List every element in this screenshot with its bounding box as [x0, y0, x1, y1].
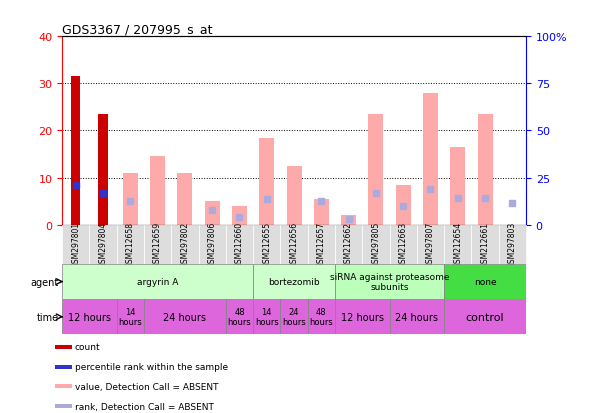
FancyBboxPatch shape	[89, 225, 116, 264]
Bar	[450, 147, 465, 225]
Bar	[232, 206, 247, 225]
FancyBboxPatch shape	[472, 225, 499, 264]
Text: GSM297802: GSM297802	[180, 222, 189, 268]
Text: 48
hours: 48 hours	[310, 307, 333, 327]
FancyBboxPatch shape	[335, 264, 444, 299]
Text: value, Detection Call = ABSENT: value, Detection Call = ABSENT	[75, 382, 219, 391]
FancyBboxPatch shape	[308, 299, 335, 335]
FancyBboxPatch shape	[226, 225, 253, 264]
FancyBboxPatch shape	[308, 225, 335, 264]
FancyBboxPatch shape	[389, 299, 444, 335]
Text: bortezomib: bortezomib	[268, 278, 320, 286]
Bar	[287, 166, 301, 225]
Text: GSM212660: GSM212660	[235, 222, 244, 268]
Text: 12 hours: 12 hours	[341, 312, 384, 322]
FancyBboxPatch shape	[226, 299, 253, 335]
Text: 24
hours: 24 hours	[282, 307, 306, 327]
Bar	[55, 345, 72, 349]
Text: GSM212657: GSM212657	[317, 222, 326, 268]
FancyBboxPatch shape	[116, 225, 144, 264]
Text: GDS3367 / 207995_s_at: GDS3367 / 207995_s_at	[62, 23, 213, 36]
Text: GSM297805: GSM297805	[371, 222, 381, 268]
Bar	[368, 115, 384, 225]
Text: percentile rank within the sample: percentile rank within the sample	[75, 362, 228, 371]
FancyBboxPatch shape	[444, 225, 472, 264]
Text: GSM212659: GSM212659	[153, 222, 162, 268]
Text: rank, Detection Call = ABSENT: rank, Detection Call = ABSENT	[75, 401, 214, 411]
FancyBboxPatch shape	[144, 225, 171, 264]
Text: GSM212662: GSM212662	[344, 222, 353, 268]
Text: time: time	[37, 312, 59, 322]
FancyBboxPatch shape	[144, 299, 226, 335]
Text: none: none	[474, 278, 496, 286]
FancyBboxPatch shape	[253, 225, 280, 264]
Text: GSM297806: GSM297806	[207, 222, 217, 268]
FancyBboxPatch shape	[335, 225, 362, 264]
Text: 24 hours: 24 hours	[395, 312, 439, 322]
Text: 14
hours: 14 hours	[255, 307, 278, 327]
Bar	[204, 202, 220, 225]
FancyBboxPatch shape	[62, 264, 253, 299]
FancyBboxPatch shape	[499, 225, 526, 264]
Text: GSM212656: GSM212656	[290, 222, 298, 268]
Bar	[423, 93, 438, 225]
Text: GSM297801: GSM297801	[71, 222, 80, 268]
Bar	[396, 185, 411, 225]
FancyBboxPatch shape	[280, 299, 308, 335]
FancyBboxPatch shape	[280, 225, 308, 264]
FancyBboxPatch shape	[171, 225, 199, 264]
Text: GSM297807: GSM297807	[426, 222, 435, 268]
Bar	[314, 199, 329, 225]
Bar	[341, 216, 356, 225]
FancyBboxPatch shape	[62, 299, 116, 335]
Bar	[71, 77, 80, 225]
Bar	[177, 173, 192, 225]
Text: 48
hours: 48 hours	[228, 307, 251, 327]
Bar	[98, 115, 108, 225]
Text: control: control	[466, 312, 504, 322]
FancyBboxPatch shape	[62, 225, 89, 264]
Text: argyrin A: argyrin A	[137, 278, 178, 286]
Text: GSM212661: GSM212661	[480, 222, 489, 268]
Bar	[55, 384, 72, 389]
Text: siRNA against proteasome
subunits: siRNA against proteasome subunits	[330, 272, 449, 292]
FancyBboxPatch shape	[417, 225, 444, 264]
Text: GSM212655: GSM212655	[262, 222, 271, 268]
Bar	[55, 404, 72, 408]
Text: 14
hours: 14 hours	[118, 307, 142, 327]
Text: GSM212658: GSM212658	[126, 222, 135, 268]
FancyBboxPatch shape	[199, 225, 226, 264]
Text: agent: agent	[31, 277, 59, 287]
Text: GSM212654: GSM212654	[453, 222, 462, 268]
Text: 24 hours: 24 hours	[163, 312, 206, 322]
FancyBboxPatch shape	[116, 299, 144, 335]
FancyBboxPatch shape	[253, 299, 280, 335]
Bar	[150, 157, 165, 225]
Text: GSM297803: GSM297803	[508, 222, 517, 268]
Text: GSM297804: GSM297804	[99, 222, 108, 268]
FancyBboxPatch shape	[444, 264, 526, 299]
Text: GSM212663: GSM212663	[399, 222, 408, 268]
FancyBboxPatch shape	[362, 225, 389, 264]
Bar	[478, 115, 492, 225]
Text: 12 hours: 12 hours	[68, 312, 111, 322]
Text: count: count	[75, 343, 100, 351]
FancyBboxPatch shape	[253, 264, 335, 299]
Bar	[259, 138, 274, 225]
FancyBboxPatch shape	[335, 299, 389, 335]
Bar	[55, 365, 72, 369]
FancyBboxPatch shape	[389, 225, 417, 264]
FancyBboxPatch shape	[444, 299, 526, 335]
Bar	[123, 173, 138, 225]
